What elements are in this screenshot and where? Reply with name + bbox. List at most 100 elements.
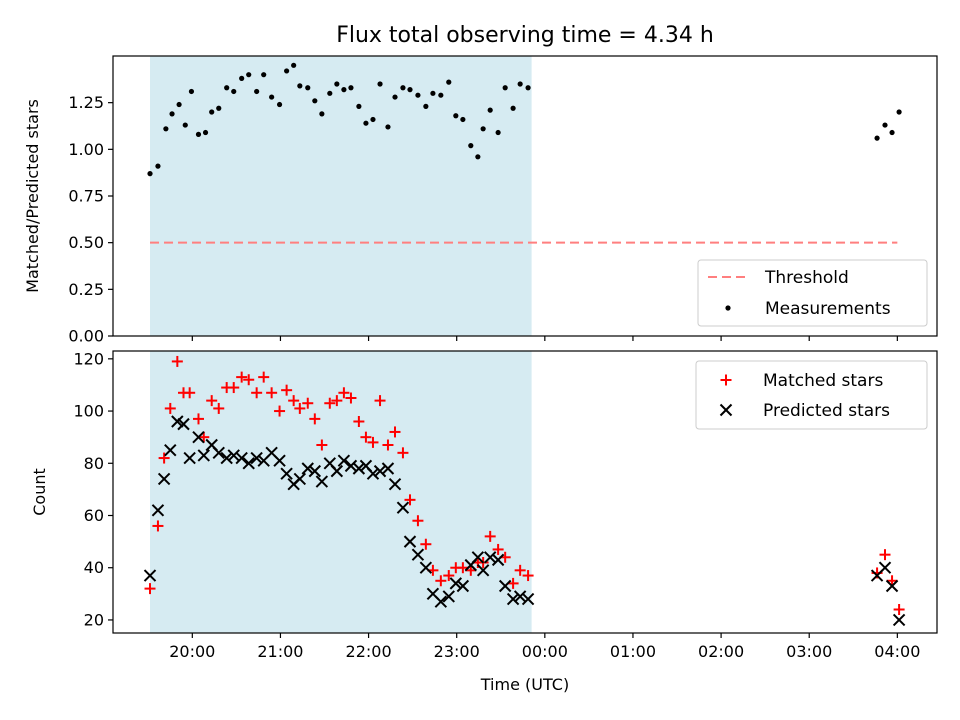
- predicted-star-point: [192, 430, 205, 444]
- predicted-star-point-b: [426, 587, 440, 601]
- predicted-star-point-b: [449, 577, 463, 590]
- predicted-star-point: [885, 579, 899, 593]
- measurement-point: [510, 105, 516, 111]
- predicted-star-point-b: [171, 415, 184, 428]
- measurement-point: [312, 98, 318, 104]
- matched-star-point: [484, 530, 496, 542]
- time-x-tick-label: 01:00: [610, 642, 656, 661]
- measurement-point: [377, 81, 383, 87]
- measurement-point: [348, 85, 354, 91]
- predicted-star-point-b: [227, 449, 240, 462]
- predicted-star-point-b: [235, 451, 248, 465]
- predicted-star-point-b: [878, 561, 892, 574]
- matched-star-point: [152, 520, 164, 532]
- predicted-star-point: [388, 477, 402, 491]
- legend-matched-marker: [720, 374, 732, 386]
- ratio-y-ticks: 0.00 0.25 0.50 0.75 1.00 1.25: [68, 93, 113, 346]
- predicted-star-point-b: [151, 504, 165, 517]
- predicted-star-point: [212, 446, 225, 460]
- predicted-star-point-b: [337, 454, 351, 467]
- legend-matched-label: Matched stars: [763, 371, 883, 391]
- predicted-star-point: [419, 561, 433, 574]
- predicted-star-point-b: [434, 595, 448, 608]
- observing-span-shade-top: [150, 56, 532, 336]
- matched-star-point: [353, 416, 365, 427]
- count-panel: 20 40 60 80 100 120 20:00 21:00 22:00 23:00 00:00…: [30, 349, 938, 694]
- count-y-tick-label: 60: [84, 506, 104, 525]
- measurement-point: [239, 75, 245, 81]
- ratio-x-ticks: [191, 336, 898, 341]
- matched-star-points: [144, 355, 905, 615]
- matched-star-point: [288, 395, 300, 407]
- matched-star-point: [324, 397, 336, 409]
- measurement-point: [385, 124, 391, 130]
- measurement-point: [438, 92, 444, 98]
- matched-star-point: [374, 395, 386, 407]
- measurement-point: [188, 88, 195, 95]
- predicted-star-point-b: [177, 417, 190, 431]
- legend-matched-swatch: [720, 374, 732, 386]
- predicted-star-point: [293, 472, 307, 486]
- matched-star-point: [228, 382, 240, 394]
- matched-star-point: [886, 575, 898, 587]
- predicted-star-point: [434, 595, 448, 608]
- matched-star-point: [243, 374, 255, 386]
- predicted-star-point-b: [388, 477, 402, 491]
- matched-star-point: [302, 397, 314, 409]
- predicted-star-point-b: [381, 462, 395, 475]
- predicted-star-point: [227, 449, 240, 462]
- predicted-star-point-b: [419, 561, 433, 574]
- predicted-star-point-b: [273, 454, 286, 467]
- count-y-tick-label: 40: [84, 558, 104, 577]
- count-y-tick-label: 120: [73, 349, 104, 368]
- predicted-star-point: [396, 501, 410, 514]
- measurement-point: [334, 81, 340, 87]
- ratio-y-tick-label: 1.00: [68, 140, 104, 159]
- measurement-point: [297, 83, 303, 89]
- predicted-star-point-b: [164, 444, 177, 457]
- measurement-point: [874, 135, 880, 141]
- matched-star-point: [412, 515, 424, 527]
- predicted-star-point-b: [323, 457, 337, 470]
- measurement-point: [261, 72, 267, 78]
- matched-star-point: [465, 564, 477, 576]
- measurement-point: [216, 105, 222, 111]
- legend-predicted-marker-b: [719, 403, 733, 417]
- matched-star-point: [294, 402, 306, 414]
- predicted-star-point: [164, 444, 177, 457]
- predicted-star-point: [491, 553, 505, 567]
- matched-star-point: [206, 395, 218, 407]
- measurement-point: [356, 103, 362, 109]
- time-x-axis-label: Time (UTC): [480, 675, 569, 694]
- measurement-point: [182, 122, 188, 128]
- predicted-star-point-b: [476, 564, 490, 577]
- matched-star-point: [420, 538, 432, 550]
- predicted-star-point-b: [301, 462, 314, 475]
- predicted-star-point: [315, 475, 329, 488]
- measurement-point: [480, 126, 486, 132]
- matched-star-point: [360, 431, 372, 443]
- matched-star-point: [281, 384, 293, 396]
- ratio-legend-box: [697, 259, 928, 327]
- time-x-tick-label: 21:00: [257, 642, 303, 661]
- measurement-point: [209, 109, 215, 115]
- matched-star-point: [258, 371, 270, 383]
- predicted-star-point: [197, 449, 210, 462]
- measurement-point: [155, 163, 161, 169]
- measurement-point: [254, 88, 260, 95]
- measurement-point: [341, 87, 347, 93]
- measurement-point: [363, 120, 369, 126]
- predicted-star-point: [521, 592, 535, 606]
- count-y-axis-label: Count: [30, 468, 49, 516]
- measurement-point: [525, 85, 531, 91]
- chart-title: Flux total observing time = 4.34 h: [336, 23, 714, 48]
- matched-star-point: [367, 436, 379, 448]
- predicted-star-point-b: [366, 467, 380, 480]
- matched-star-point: [184, 387, 196, 399]
- measurement-point: [319, 111, 325, 117]
- matched-star-point: [338, 387, 350, 399]
- predicted-star-point-b: [205, 438, 218, 452]
- predicted-star-point: [250, 451, 263, 465]
- predicted-star-point-b: [197, 449, 210, 462]
- measurement-point: [231, 88, 237, 95]
